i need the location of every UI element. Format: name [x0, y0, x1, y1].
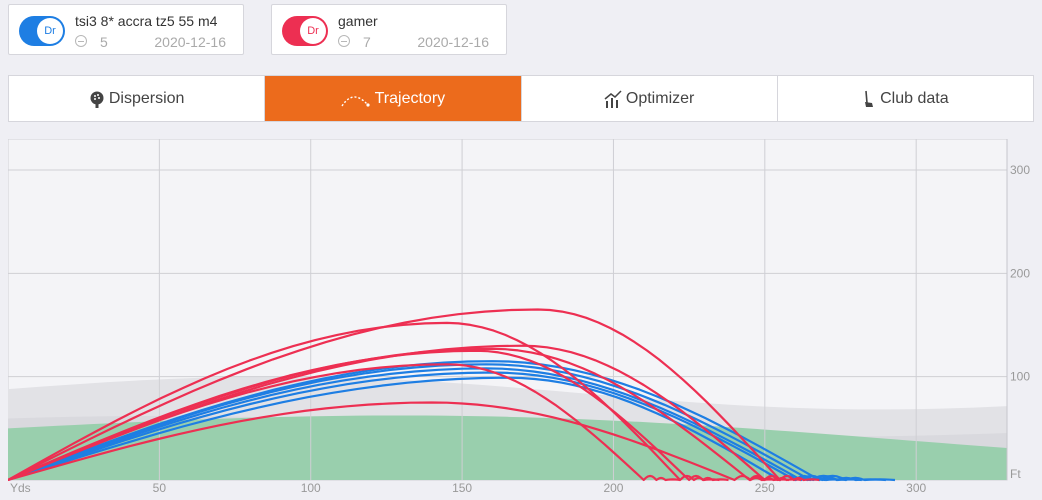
club-badge-1: Dr [37, 18, 63, 44]
shots-icon [75, 35, 87, 47]
fairway-area [8, 415, 1007, 480]
x-tick-label: 300 [906, 481, 926, 495]
x-tick-label: 200 [603, 481, 623, 495]
x-tick-label: 100 [301, 481, 321, 495]
player-name-1: tsi3 8* accra tz5 55 m4 [75, 13, 218, 29]
trajectory-line-red [7, 321, 720, 482]
y-axis-label: Ft [1010, 467, 1021, 481]
x-tick-label: 150 [452, 481, 472, 495]
tab-trajectory[interactable]: Trajectory [265, 76, 522, 121]
session-date-1: 2020-12-16 [154, 34, 226, 50]
player-card-2[interactable]: Dr gamer 7 2020-12-16 [271, 4, 507, 55]
y-tick-label: 100 [1010, 370, 1030, 384]
tab-club-data-label: Club data [880, 89, 949, 107]
player-name-2: gamer [338, 13, 378, 29]
trajectory-line-blue [7, 363, 886, 482]
golf-club-icon [865, 90, 874, 107]
x-tick-label: 250 [755, 481, 775, 495]
shot-count-2: 7 [363, 34, 371, 50]
player-card-1[interactable]: Dr tsi3 8* accra tz5 55 m4 5 2020-12-16 [8, 4, 244, 55]
tab-optimizer-label: Optimizer [625, 89, 695, 107]
trajectory-line-red [7, 363, 681, 482]
shot-count-1: 5 [100, 34, 108, 50]
view-tabs: Dispersion Trajectory Optimizer Club dat… [8, 75, 1034, 122]
trajectory-line-red [7, 344, 802, 482]
trajectory-chart: 50 100 150 200 250 300 100 200 300 Yds Ft [7, 138, 1034, 495]
tab-club-data[interactable]: Club data [778, 76, 1033, 121]
x-axis-label: Yds [10, 481, 31, 495]
player-toggle-2[interactable]: Dr [282, 16, 328, 46]
player-toggle-1[interactable]: Dr [19, 16, 65, 46]
y-tick-label: 200 [1010, 266, 1030, 280]
x-tick-label: 50 [153, 481, 167, 495]
tab-dispersion-label: Dispersion [108, 89, 185, 107]
tab-dispersion[interactable]: Dispersion [9, 76, 266, 121]
session-date-2: 2020-12-16 [417, 34, 489, 50]
trajectory-plot: 50 100 150 200 250 300 100 200 300 Yds Ft [7, 138, 1030, 495]
trajectory-line-red [7, 349, 729, 482]
trajectory-line-red [7, 308, 820, 482]
trajectory-line-blue [7, 371, 847, 482]
tab-trajectory-label: Trajectory [374, 89, 446, 107]
tab-optimizer[interactable]: Optimizer [522, 76, 778, 121]
bar-chart-icon [604, 89, 622, 108]
trajectory-line-red [7, 401, 781, 482]
club-badge-2: Dr [300, 18, 326, 44]
y-tick-label: 300 [1010, 163, 1030, 177]
trajectory-icon [341, 95, 370, 107]
trajectory-line-blue [7, 367, 862, 482]
golf-ball-icon [90, 91, 104, 108]
shots-icon [338, 35, 350, 47]
